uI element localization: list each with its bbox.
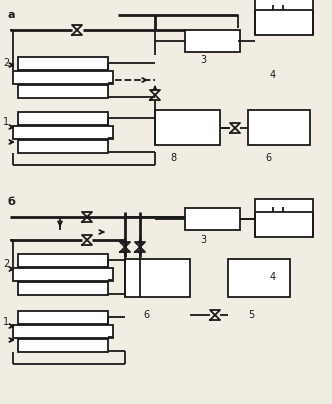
Text: 1: 1 (3, 117, 9, 127)
Text: 4: 4 (270, 70, 276, 80)
Bar (18, 57, 108, 70)
Bar (18, 339, 108, 352)
Bar (228, 259, 290, 297)
Text: 8: 8 (170, 153, 176, 163)
Bar (18, 254, 108, 267)
Text: 6: 6 (265, 153, 271, 163)
Bar (18, 282, 108, 295)
Bar (13, 126, 113, 139)
Bar (185, 208, 240, 230)
Bar (255, 0, 313, 35)
Text: 2: 2 (3, 259, 9, 269)
Bar (18, 311, 108, 324)
Bar (18, 140, 108, 153)
Text: 6: 6 (143, 310, 149, 320)
Text: 2: 2 (3, 58, 9, 68)
Text: а: а (7, 10, 15, 20)
Text: б: б (7, 197, 15, 207)
Text: 3: 3 (200, 235, 206, 245)
Text: 5: 5 (248, 310, 254, 320)
Text: 1: 1 (3, 317, 9, 327)
Bar (13, 71, 113, 84)
Text: 3: 3 (200, 55, 206, 65)
Bar (155, 110, 220, 145)
Bar (18, 112, 108, 125)
Bar (255, 199, 313, 237)
Bar (13, 325, 113, 338)
Text: 4: 4 (270, 272, 276, 282)
Bar (13, 268, 113, 281)
Bar (125, 259, 190, 297)
Bar (185, 30, 240, 52)
Bar (18, 85, 108, 98)
Bar (248, 110, 310, 145)
